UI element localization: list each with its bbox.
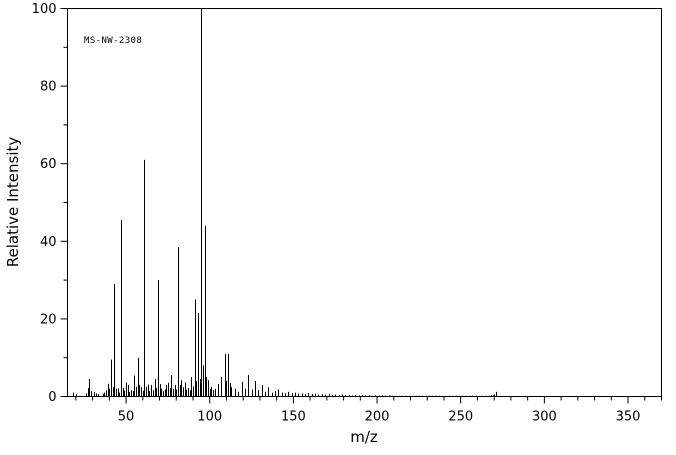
tick-label: 200 [365, 410, 390, 425]
y-axis-tick-labels: 0 20 40 60 80 100 [32, 2, 57, 405]
tick-label: 20 [40, 312, 57, 327]
x-axis-major-ticks [125, 396, 629, 404]
y-axis-major-ticks [60, 8, 68, 397]
tick-label: 250 [448, 410, 473, 425]
y-axis-label: Relative Intensity [4, 137, 22, 268]
tick-label: 0 [48, 390, 56, 405]
tick-label: 50 [118, 410, 135, 425]
spectrum-peaks [73, 8, 497, 397]
tick-label: 40 [40, 235, 57, 250]
x-axis-tick-labels: 50 100 150 200 250 300 350 [118, 410, 641, 425]
sample-id-annotation: MS-NW-2308 [84, 36, 142, 46]
tick-label: 80 [40, 80, 57, 95]
x-axis-minor-ticks [75, 396, 662, 401]
tick-label: 350 [616, 410, 641, 425]
tick-label: 150 [281, 410, 306, 425]
tick-label: 100 [32, 2, 57, 17]
y-axis-minor-ticks [63, 46, 68, 359]
x-axis-label: m/z [350, 428, 378, 446]
tick-label: 60 [40, 157, 57, 172]
tick-label: 300 [532, 410, 557, 425]
tick-label: 100 [197, 410, 222, 425]
